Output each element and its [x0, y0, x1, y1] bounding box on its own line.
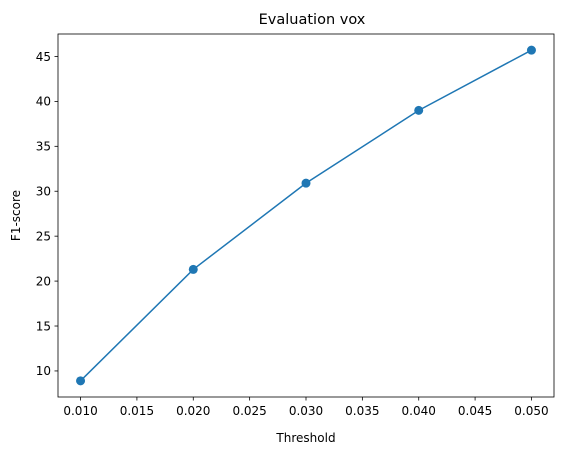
y-axis: 10 15 20 25 30 35 40 45	[36, 50, 58, 378]
y-tick-label: 45	[36, 50, 51, 64]
x-tick-label: 0.050	[514, 404, 548, 418]
series-line	[80, 49, 532, 382]
y-tick-label: 30	[36, 185, 51, 199]
x-axis: 0.010 0.015 0.020 0.025 0.030 0.035 0.040 0.045…	[63, 397, 549, 418]
x-tick-label: 0.015	[120, 404, 154, 418]
y-axis-label: F1-score	[9, 190, 23, 241]
y-tick-label: 35	[36, 140, 51, 154]
x-tick-label: 0.010	[63, 404, 97, 418]
x-tick-label: 0.035	[345, 404, 379, 418]
x-tick-label: 0.020	[176, 404, 210, 418]
series-markers	[76, 45, 536, 386]
plot-area	[57, 33, 555, 398]
data-point	[76, 376, 86, 386]
x-tick-label: 0.040	[402, 404, 436, 418]
y-tick-label: 25	[36, 229, 51, 243]
x-axis-label: Threshold	[275, 431, 335, 445]
data-point	[414, 105, 424, 115]
data-point	[188, 264, 198, 274]
y-tick-label: 20	[36, 274, 51, 288]
x-tick-label: 0.030	[289, 404, 323, 418]
chart-title: Evaluation vox	[259, 12, 366, 28]
y-tick-label: 15	[36, 319, 51, 333]
x-tick-label: 0.045	[458, 404, 492, 418]
data-point	[301, 178, 311, 188]
x-tick-label: 0.025	[232, 404, 266, 418]
y-tick-label: 10	[36, 364, 51, 378]
y-tick-label: 40	[36, 95, 51, 109]
data-point	[526, 45, 536, 55]
